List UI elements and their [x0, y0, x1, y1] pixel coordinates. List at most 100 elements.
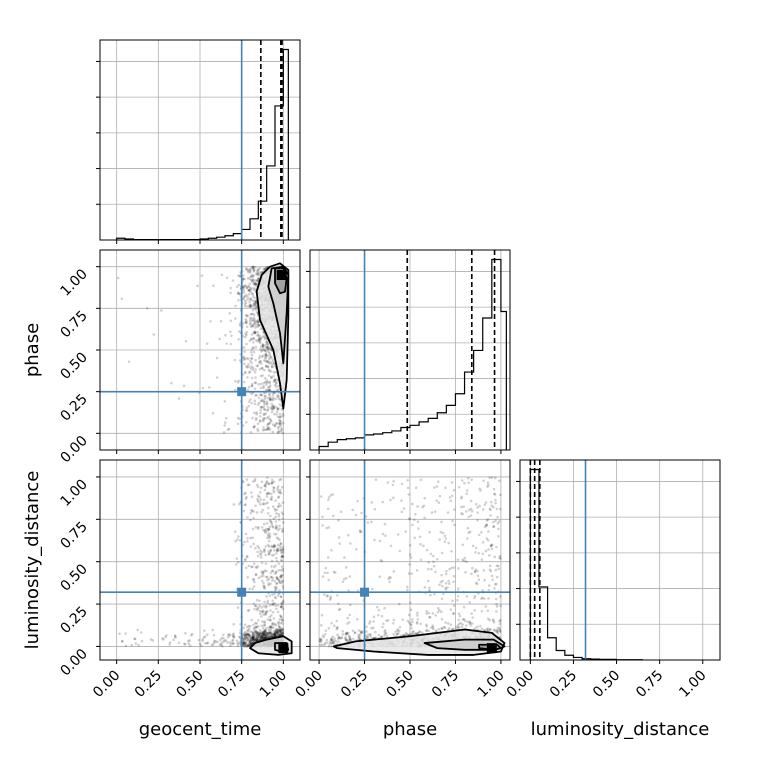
scatter-point [269, 634, 273, 637]
scatter-point [251, 318, 255, 321]
scatter-point [268, 534, 272, 538]
scatter-point [261, 632, 264, 635]
scatter-point [347, 621, 351, 624]
scatter-point [259, 271, 263, 274]
scatter-point [499, 604, 502, 608]
scatter-point [247, 624, 250, 628]
scatter-point [494, 582, 497, 586]
scatter-point [247, 357, 250, 360]
scatter-point [265, 403, 269, 406]
scatter-point [388, 576, 391, 579]
scatter-point [434, 570, 437, 574]
x-tick-label: 0.75 [429, 668, 462, 701]
scatter-point [265, 575, 269, 579]
scatter-point [259, 359, 262, 363]
scatter-point [281, 431, 285, 435]
scatter-point [485, 628, 489, 631]
scatter-point [265, 340, 268, 344]
scatter-point [446, 622, 450, 625]
scatter-point [245, 636, 249, 639]
scatter-point [347, 638, 351, 641]
scatter-point [429, 552, 433, 556]
scatter-point [452, 508, 456, 511]
scatter-point [408, 621, 411, 624]
scatter-point [222, 431, 226, 434]
scatter-point [253, 301, 257, 305]
scatter-point [243, 635, 247, 638]
scatter-point [468, 601, 472, 604]
scatter-point [263, 550, 266, 554]
scatter-point [245, 632, 249, 636]
scatter-point [271, 602, 275, 606]
scatter-point [493, 476, 497, 480]
scatter-point [251, 480, 255, 483]
scatter-point [280, 427, 283, 430]
scatter-point [255, 625, 259, 629]
scatter-point [165, 634, 168, 637]
scatter-point [280, 486, 284, 489]
scatter-point [456, 558, 460, 561]
scatter-point [249, 305, 252, 309]
scatter-point [247, 371, 251, 374]
scatter-point [259, 632, 263, 636]
scatter-point [267, 527, 270, 531]
scatter-point [225, 416, 228, 420]
scatter-point [245, 633, 248, 636]
scatter-point [242, 322, 245, 325]
scatter-point [326, 556, 330, 559]
mode-marker [278, 643, 289, 654]
scatter-point [282, 600, 285, 604]
scatter-point [319, 637, 323, 641]
scatter-point [320, 613, 324, 617]
scatter-point [244, 267, 248, 271]
scatter-point [467, 508, 471, 512]
scatter-point [335, 628, 339, 631]
scatter-point [498, 629, 502, 632]
scatter-point [409, 632, 412, 636]
scatter-point [228, 330, 232, 333]
scatter-point [257, 633, 260, 637]
scatter-point [267, 626, 271, 630]
scatter-point [329, 595, 333, 599]
scatter-point [358, 529, 362, 532]
scatter-point [238, 631, 242, 635]
scatter-point [262, 626, 265, 630]
scatter-point [483, 525, 487, 529]
scatter-point [380, 635, 383, 639]
scatter-point [278, 631, 282, 634]
scatter-point [448, 496, 452, 499]
scatter-point [207, 386, 211, 389]
scatter-point [482, 479, 485, 482]
scatter-point [253, 633, 257, 636]
scatter-point [473, 594, 477, 598]
scatter-point [276, 628, 279, 631]
scatter-point [272, 371, 276, 374]
scatter-point [247, 632, 250, 636]
scatter-point [260, 345, 263, 348]
scatter-point [280, 549, 283, 552]
scatter-point [348, 613, 352, 617]
scatter-point [256, 333, 260, 337]
scatter-point [182, 384, 186, 388]
scatter-point [277, 632, 280, 635]
scatter-point [455, 626, 458, 629]
scatter-point [492, 620, 496, 624]
scatter-point [448, 567, 451, 571]
scatter-point [452, 574, 456, 578]
scatter-point [265, 626, 268, 630]
scatter-point [415, 569, 419, 572]
scatter-point [232, 641, 236, 645]
scatter-point [249, 325, 253, 329]
scatter-point [251, 637, 255, 641]
scatter-point [235, 557, 239, 560]
scatter-point [276, 407, 280, 410]
scatter-point [235, 639, 239, 642]
scatter-point [254, 565, 258, 569]
scatter-point [250, 348, 254, 351]
scatter-point [410, 626, 413, 630]
scatter-point [214, 640, 218, 643]
scatter-point [381, 622, 385, 626]
scatter-point [247, 564, 251, 568]
scatter-point [242, 641, 245, 645]
scatter-point [226, 635, 230, 639]
